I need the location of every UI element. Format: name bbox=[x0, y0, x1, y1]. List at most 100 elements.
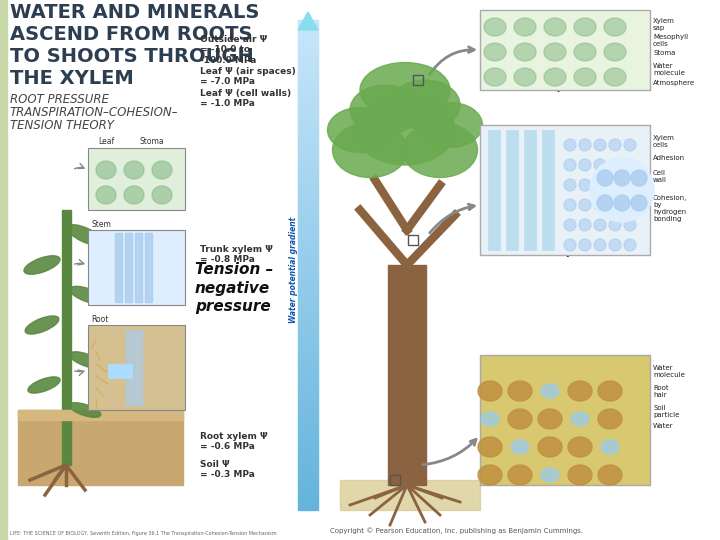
Bar bbox=[298, 310, 318, 311]
Text: Cohesion,
by
hydrogen
bonding: Cohesion, by hydrogen bonding bbox=[653, 195, 688, 222]
Bar bbox=[298, 357, 318, 358]
Bar bbox=[298, 478, 318, 479]
Bar bbox=[298, 368, 318, 369]
Text: WATER AND MINERALS: WATER AND MINERALS bbox=[10, 3, 259, 22]
Bar bbox=[298, 386, 318, 387]
Text: Water potential gradient: Water potential gradient bbox=[289, 217, 299, 323]
Bar bbox=[298, 501, 318, 502]
Bar bbox=[298, 317, 318, 318]
Ellipse shape bbox=[574, 43, 596, 61]
Bar bbox=[298, 277, 318, 278]
Ellipse shape bbox=[574, 18, 596, 36]
Bar bbox=[298, 471, 318, 472]
Bar bbox=[298, 59, 318, 60]
Bar bbox=[298, 454, 318, 455]
Bar bbox=[298, 254, 318, 255]
Bar bbox=[298, 468, 318, 469]
Text: Tension –: Tension – bbox=[195, 262, 274, 278]
Bar bbox=[298, 237, 318, 238]
Bar bbox=[298, 266, 318, 267]
Bar bbox=[298, 64, 318, 65]
Ellipse shape bbox=[544, 68, 566, 86]
Bar bbox=[298, 462, 318, 463]
Ellipse shape bbox=[478, 437, 502, 457]
Bar bbox=[298, 344, 318, 345]
Text: Xylem: Xylem bbox=[91, 234, 113, 240]
Bar bbox=[298, 302, 318, 303]
Bar bbox=[524, 130, 536, 250]
Ellipse shape bbox=[70, 286, 104, 303]
Text: Outside air Ψ
= -10.0 to
-100.0 MPa: Outside air Ψ = -10.0 to -100.0 MPa bbox=[200, 35, 267, 65]
Bar bbox=[298, 194, 318, 195]
Circle shape bbox=[594, 179, 606, 191]
Bar bbox=[298, 358, 318, 359]
Circle shape bbox=[579, 199, 591, 211]
Bar bbox=[298, 288, 318, 289]
Text: Stoma: Stoma bbox=[653, 50, 675, 56]
Bar bbox=[298, 239, 318, 240]
Bar bbox=[298, 329, 318, 330]
Bar bbox=[298, 385, 318, 386]
Bar bbox=[298, 465, 318, 466]
Ellipse shape bbox=[69, 352, 102, 368]
Bar bbox=[298, 437, 318, 438]
Bar bbox=[480, 10, 650, 90]
Bar bbox=[298, 70, 318, 71]
Bar bbox=[298, 220, 318, 221]
Bar bbox=[298, 210, 318, 211]
Bar bbox=[298, 65, 318, 66]
Text: Xylem
sap: Xylem sap bbox=[653, 18, 675, 31]
Ellipse shape bbox=[96, 186, 116, 204]
Text: H₂O: H₂O bbox=[113, 368, 127, 374]
Bar bbox=[298, 102, 318, 103]
Bar bbox=[298, 67, 318, 68]
Bar bbox=[298, 281, 318, 282]
Bar bbox=[298, 174, 318, 175]
Bar bbox=[298, 37, 318, 38]
Bar bbox=[298, 484, 318, 485]
Bar bbox=[298, 108, 318, 109]
Bar bbox=[298, 404, 318, 405]
Ellipse shape bbox=[604, 18, 626, 36]
Bar bbox=[298, 495, 318, 496]
Bar bbox=[298, 354, 318, 355]
Bar bbox=[298, 414, 318, 415]
Bar bbox=[298, 87, 318, 88]
Bar bbox=[298, 272, 318, 273]
Bar bbox=[298, 170, 318, 171]
Bar bbox=[18, 410, 183, 485]
Bar bbox=[298, 403, 318, 404]
Ellipse shape bbox=[508, 465, 532, 485]
Text: ASCEND FROM ROOTS: ASCEND FROM ROOTS bbox=[10, 25, 253, 44]
Bar bbox=[298, 422, 318, 423]
Bar bbox=[145, 233, 152, 302]
Bar bbox=[298, 328, 318, 329]
Ellipse shape bbox=[402, 123, 477, 178]
Text: TO SHOOTS THROUGH: TO SHOOTS THROUGH bbox=[10, 47, 253, 66]
Text: ROOT PRESSURE: ROOT PRESSURE bbox=[10, 93, 109, 106]
Bar bbox=[298, 221, 318, 222]
Ellipse shape bbox=[484, 43, 506, 61]
Bar bbox=[480, 125, 650, 255]
Circle shape bbox=[624, 139, 636, 151]
Bar bbox=[298, 33, 318, 34]
Ellipse shape bbox=[508, 381, 532, 401]
Bar bbox=[298, 420, 318, 421]
Bar bbox=[298, 480, 318, 481]
Text: Adhesion: Adhesion bbox=[653, 155, 685, 161]
Bar bbox=[298, 306, 318, 307]
Bar bbox=[298, 176, 318, 177]
Bar bbox=[298, 263, 318, 264]
Bar bbox=[298, 493, 318, 494]
Bar bbox=[298, 396, 318, 397]
Bar bbox=[298, 341, 318, 342]
Bar bbox=[125, 233, 132, 302]
Bar bbox=[298, 225, 318, 226]
Bar bbox=[298, 186, 318, 187]
Bar bbox=[298, 88, 318, 89]
Bar bbox=[298, 195, 318, 196]
Bar bbox=[298, 407, 318, 408]
Bar bbox=[298, 28, 318, 29]
Bar bbox=[298, 488, 318, 489]
Bar bbox=[298, 442, 318, 443]
